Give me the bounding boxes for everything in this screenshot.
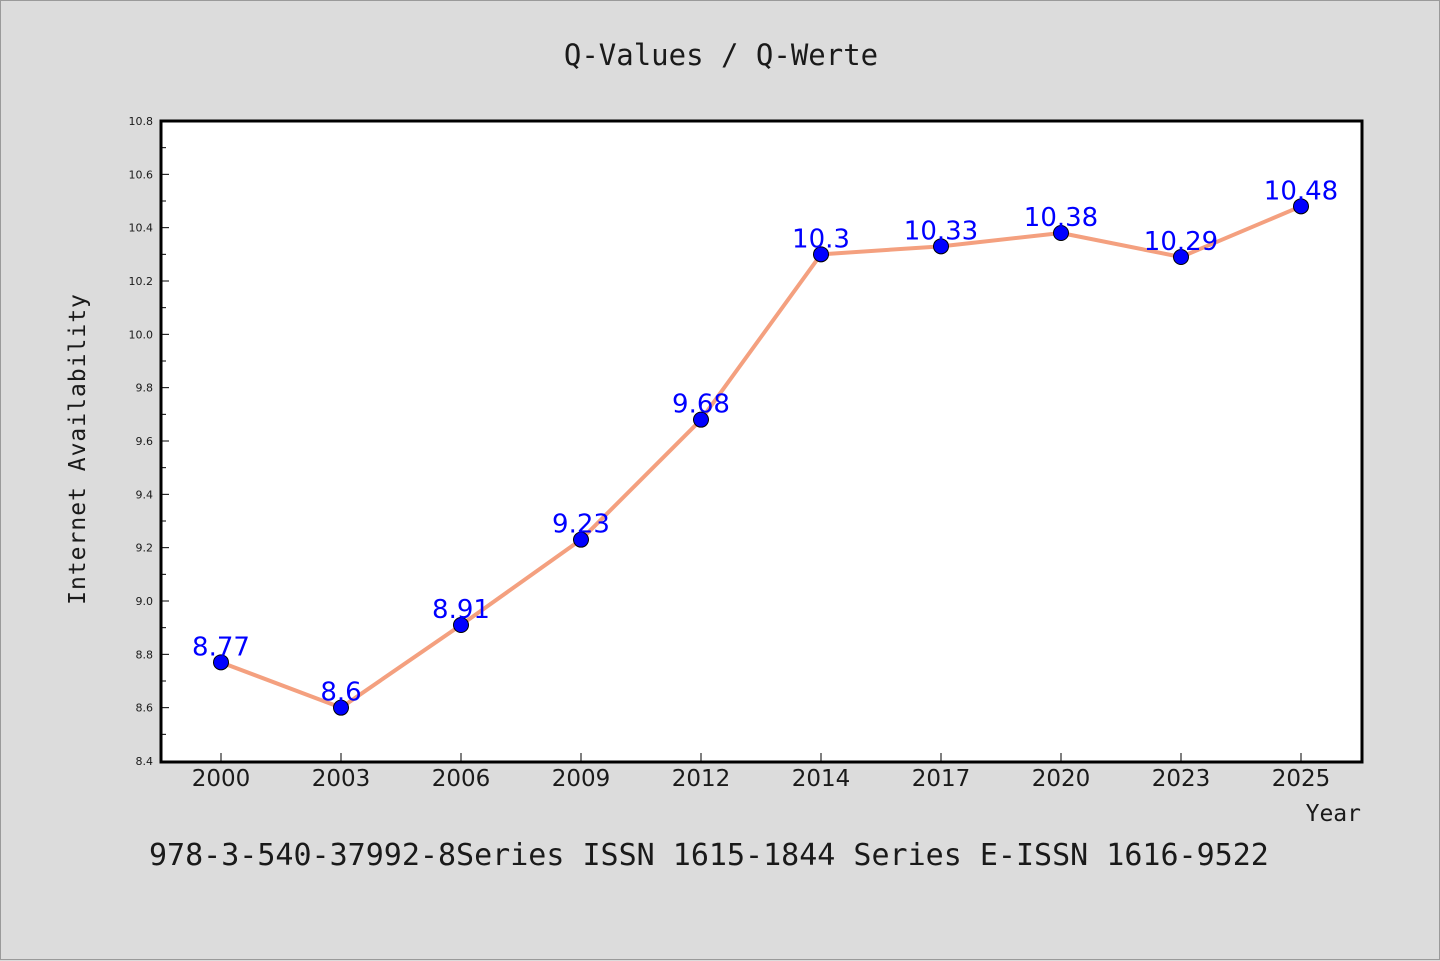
x-tick-label: 2003: [312, 766, 371, 792]
x-tick-label: 2012: [672, 766, 731, 792]
data-label: 8.6: [320, 678, 361, 708]
y-tick-label: 9.8: [136, 382, 154, 395]
data-label: 9.23: [552, 510, 610, 540]
x-tick-label: 2025: [1272, 766, 1331, 792]
data-point: [213, 654, 229, 671]
x-tick-label: 2006: [432, 766, 491, 792]
y-tick-label: 10.2: [129, 275, 154, 288]
x-axis: 2000 2003 2006 2009 2012 2014 2017 2020 2023 2025: [192, 753, 1331, 792]
data-label: 8.77: [192, 632, 250, 662]
data-label: 9.68: [672, 390, 730, 420]
data-point: [453, 617, 469, 633]
series-line: [219, 204, 1303, 710]
y-tick-label: 9.2: [136, 542, 154, 555]
data-label: 10.38: [1024, 203, 1098, 233]
data-point: [933, 238, 949, 255]
x-tick-label: 2000: [192, 766, 251, 792]
data-label: 10.48: [1264, 176, 1338, 206]
y-tick-label: 8.4: [136, 755, 154, 768]
data-label: 10.29: [1144, 227, 1218, 257]
y-tick-label: 9.4: [136, 488, 154, 501]
data-label: 10.33: [904, 216, 978, 246]
footer-text: 978-3-540-37992-8Series ISSN 1615-1844 S…: [149, 838, 1269, 873]
x-tick-label: 2014: [792, 766, 851, 792]
x-tick-label: 2023: [1152, 766, 1211, 792]
y-tick-label: 9.6: [136, 435, 154, 448]
plot-area: [161, 121, 1362, 762]
y-tick-label: 9.0: [136, 595, 154, 608]
x-tick-label: 2009: [552, 766, 611, 792]
x-tick-label: 2017: [912, 766, 971, 792]
y-axis: 8.4 8.6 8.8 9.0 9.2 9.4 9.6 9.8 10.0 10.2 10.4 10.6…: [129, 115, 169, 768]
y-axis-label: Internet Availability: [65, 293, 91, 605]
data-point: [1293, 198, 1309, 215]
data-point: [1053, 225, 1069, 241]
chart-title: Q-Values / Q-Werte: [564, 38, 878, 72]
y-tick-label: 8.6: [136, 702, 154, 715]
series-layer: 8.77 8.6 8.91 9.23 9.68 10.3 10.33 10.38 10.29 10…: [192, 176, 1338, 716]
data-point: [1173, 249, 1189, 265]
data-label: 8.91: [432, 595, 490, 625]
x-tick-label: 2020: [1032, 766, 1091, 792]
y-tick-label: 10.4: [129, 222, 154, 235]
data-point: [333, 699, 349, 716]
plot-border: [159, 119, 1364, 764]
data-point: [573, 531, 589, 548]
y-tick-label: 10.6: [129, 168, 154, 181]
data-point: [813, 246, 829, 263]
data-label: 10.3: [792, 224, 850, 254]
y-tick-label: 10.8: [129, 115, 154, 128]
data-point: [693, 411, 709, 428]
y-tick-label: 10.0: [129, 328, 154, 341]
x-axis-label: Year: [1306, 801, 1361, 827]
y-tick-label: 8.8: [136, 648, 154, 661]
